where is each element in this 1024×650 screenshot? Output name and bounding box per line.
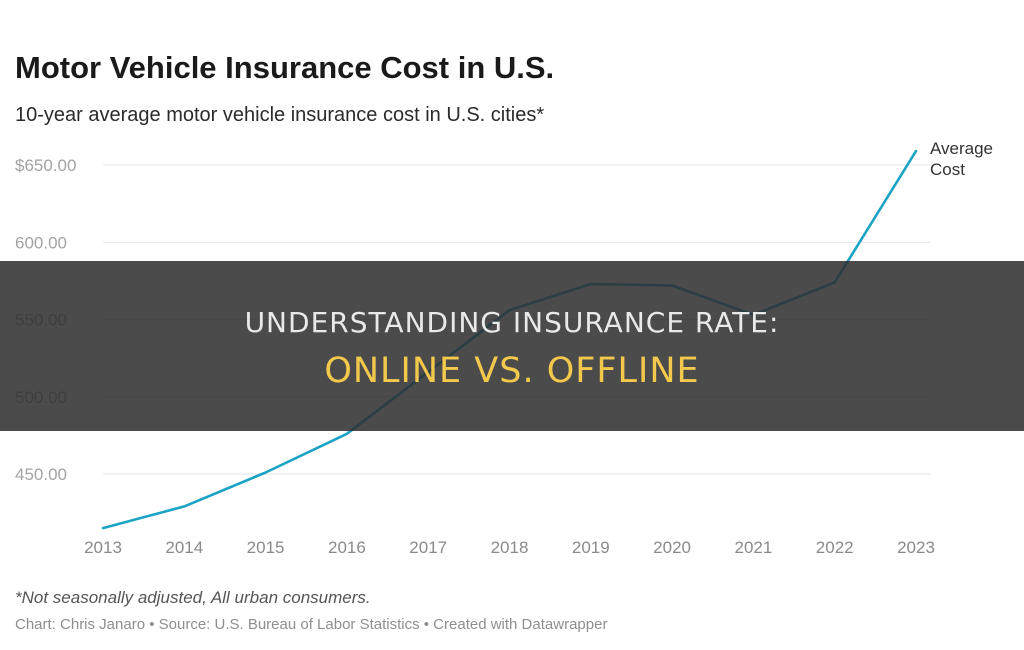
x-tick-label: 2022 [816,538,854,557]
x-tick-label: 2023 [897,538,935,557]
x-axis-ticks: 2013 2014 2015 2016 2017 2018 2019 2020 2021 2022… [84,538,935,557]
series-end-label: Average Cost [930,139,993,179]
x-tick-label: 2020 [653,538,691,557]
banner-subheading: ONLINE VS. OFFLINE [324,350,700,391]
x-tick-label: 2014 [165,538,203,557]
y-tick-label: $650.00 [15,156,76,175]
x-tick-label: 2021 [734,538,772,557]
footnote: *Not seasonally adjusted, All urban cons… [15,588,371,607]
y-tick-label: 450.00 [15,465,67,484]
overlay-banner: UNDERSTANDING INSURANCE RATE: ONLINE VS.… [0,261,1024,431]
x-tick-label: 2019 [572,538,610,557]
y-tick-label: 600.00 [15,233,67,252]
x-tick-label: 2013 [84,538,122,557]
chart-subtitle: 10-year average motor vehicle insurance … [15,104,545,126]
banner-heading: UNDERSTANDING INSURANCE RATE: [244,305,780,339]
series-labels: Average Cost [930,139,993,179]
x-tick-label: 2018 [491,538,529,557]
x-tick-label: 2015 [247,538,285,557]
chart-credits: Chart: Chris Janaro • Source: U.S. Burea… [15,616,608,633]
x-tick-label: 2016 [328,538,366,557]
x-tick-label: 2017 [409,538,447,557]
chart-title: Motor Vehicle Insurance Cost in U.S. [15,50,555,85]
